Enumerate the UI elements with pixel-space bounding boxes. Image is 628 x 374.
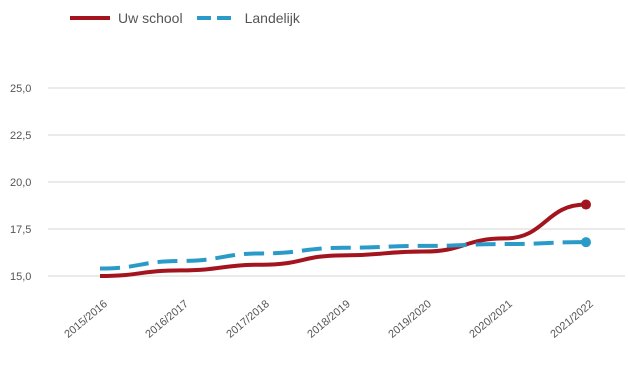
x-tick-label: 2021/2022 [548, 298, 596, 341]
series-endpoint-school [581, 199, 591, 210]
y-tick-label: 22,5 [10, 130, 31, 142]
legend-item-national: Landelijk [196, 10, 300, 26]
y-tick-label: 17,5 [10, 224, 31, 236]
legend-label-school: Uw school [118, 10, 183, 26]
legend: Uw school Landelijk [70, 10, 300, 26]
x-tick-label: 2016/2017 [143, 298, 191, 341]
legend-item-school: Uw school [70, 10, 183, 26]
legend-swatch-school [70, 16, 110, 20]
x-tick-label: 2018/2019 [305, 298, 353, 341]
y-tick-label: 20,0 [10, 177, 31, 189]
y-tick-label: 15,0 [10, 271, 31, 283]
x-tick-label: 2015/2016 [62, 298, 110, 341]
series-line-national [99, 240, 587, 271]
x-tick-label: 2019/2020 [386, 298, 434, 341]
legend-swatch-national [196, 16, 237, 20]
series-endpoint-national [581, 237, 591, 248]
x-tick-label: 2020/2021 [467, 298, 515, 341]
x-tick-label: 2017/2018 [224, 298, 272, 341]
y-tick-label: 25,0 [10, 83, 31, 95]
legend-label-national: Landelijk [244, 10, 300, 26]
series-line-school [99, 202, 587, 278]
